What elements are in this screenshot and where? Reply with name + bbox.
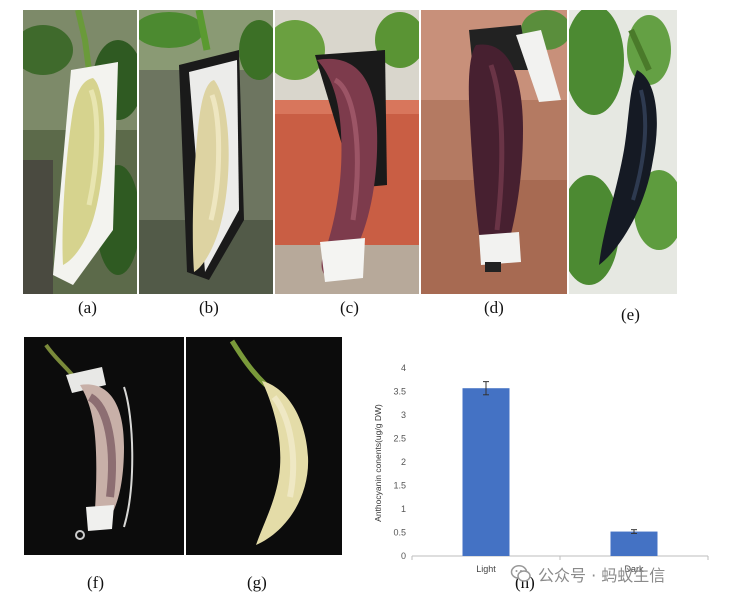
panel-label-g: (g) xyxy=(247,573,267,592)
y-tick-label: 2 xyxy=(401,457,406,467)
panel-label-c: (c) xyxy=(340,298,359,317)
y-tick-label: 4 xyxy=(401,363,406,373)
y-tick-label: 0.5 xyxy=(393,528,406,538)
photo-panel-f xyxy=(24,337,184,555)
panel-label-d: (d) xyxy=(484,298,504,317)
watermark-text: 公众号 · 蚂蚁生信 xyxy=(538,566,666,585)
y-tick-label: 3 xyxy=(401,410,406,420)
wechat-logo-icon xyxy=(510,565,531,582)
y-tick-label: 2.5 xyxy=(393,434,406,444)
bar-light xyxy=(462,388,510,556)
photo-panel-e xyxy=(569,10,677,294)
panel-label-b: (b) xyxy=(199,298,219,317)
watermark: 公众号 · 蚂蚁生信 xyxy=(510,562,665,586)
y-tick-label: 1 xyxy=(401,504,406,514)
photo-panel-a xyxy=(23,10,137,294)
y-tick-label: 0 xyxy=(401,551,406,561)
photo-panel-g xyxy=(186,337,342,555)
y-tick-label: 1.5 xyxy=(393,481,406,491)
panel-label-f: (f) xyxy=(87,573,104,592)
x-axis-ticks: Light Dark xyxy=(411,556,709,574)
y-axis-label: Anthocyanin conents(ug/g DW) xyxy=(373,404,383,522)
panel-label-e: (e) xyxy=(621,305,640,324)
y-axis-ticks: 0 0.5 1 1.5 2 2.5 3 3.5 4 xyxy=(393,363,406,561)
anthocyanin-bar-chart: Anthocyanin conents(ug/g DW) 0 0.5 1 1.5 2 2.… xyxy=(373,363,709,574)
photo-panel-b xyxy=(139,10,273,294)
x-tick-label: Light xyxy=(476,564,496,574)
x-tick-label: Dark xyxy=(624,564,644,574)
y-tick-label: 3.5 xyxy=(393,387,406,397)
photo-panel-d xyxy=(421,10,567,294)
bar-group xyxy=(462,381,658,556)
bar-dark xyxy=(610,531,658,556)
panel-label-a: (a) xyxy=(78,298,97,317)
photo-panel-c xyxy=(275,10,419,294)
